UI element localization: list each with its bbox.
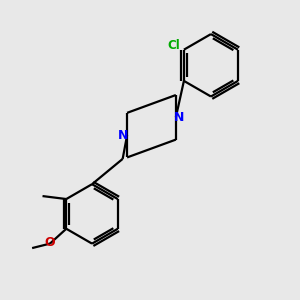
Text: N: N: [174, 111, 184, 124]
Text: O: O: [45, 236, 55, 249]
Text: N: N: [118, 129, 129, 142]
Text: Cl: Cl: [167, 39, 180, 52]
